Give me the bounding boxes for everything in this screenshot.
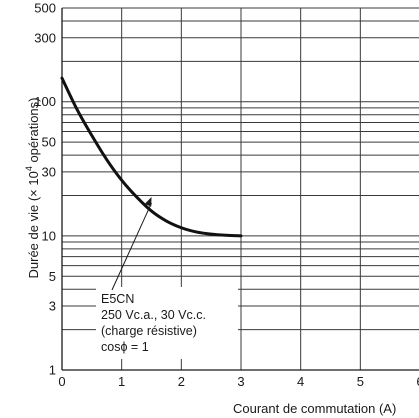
x-tick-label: 3 [237,374,244,389]
annotation: E5CN 250 Vc.a., 30 Vc.c. (charge résisti… [96,196,238,359]
x-tick-label: 6 [416,374,419,389]
annotation-background [96,287,238,359]
x-tick-label: 4 [297,374,304,389]
annotation-arrow [111,202,152,291]
x-tick-label: 0 [58,374,65,389]
series-line-e5cn [60,76,243,238]
annotation-arrowhead [144,196,152,207]
y-tick-label: 5 [49,269,56,284]
tick-labels: 1351030501003005000123456 [34,1,419,390]
annotation-line-4: cosϕ = 1 [101,340,149,354]
y-tick-label: 100 [34,94,56,109]
y-tick-label: 50 [42,135,56,150]
y-tick-label: 10 [42,228,56,243]
y-tick-label: 30 [42,164,56,179]
y-tick-label: 1 [49,363,56,378]
y-tick-label: 300 [34,30,56,45]
x-tick-label: 1 [118,374,125,389]
y-tick-label: 500 [34,1,56,16]
y-axis-label: Durée de vie (× 104 opérations) [24,98,41,279]
annotation-line-3: (charge résistive) [101,324,197,338]
y-tick-label: 3 [49,299,56,314]
x-tick-label: 5 [357,374,364,389]
x-axis-label: Courant de commutation (A) [233,401,396,416]
series-layer [60,76,243,238]
annotation-line-2: 250 Vc.a., 30 Vc.c. [101,308,206,322]
annotation-line-1: E5CN [101,292,134,306]
grid [61,7,419,371]
x-tick-label: 2 [178,374,185,389]
